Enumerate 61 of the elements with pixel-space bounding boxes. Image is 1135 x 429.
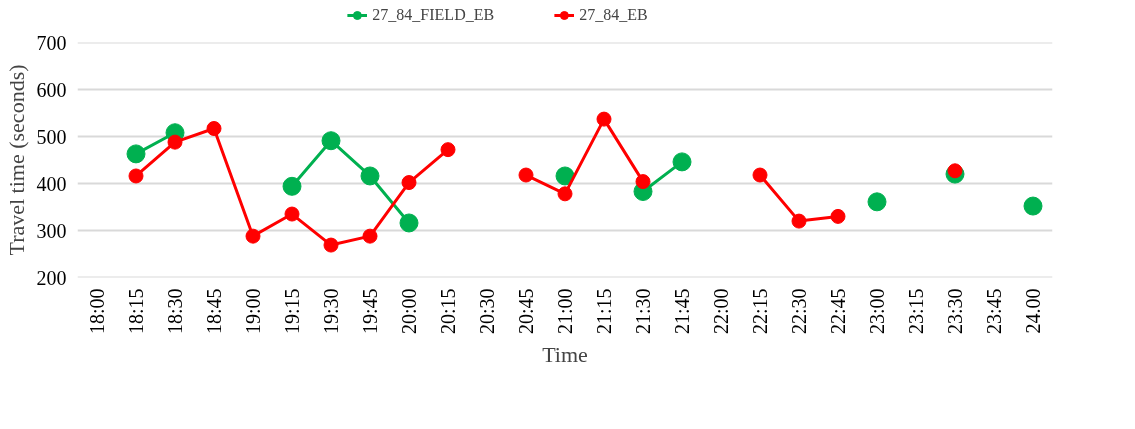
y-tick-label: 600 (36, 78, 67, 101)
x-tick-label: 18:00 (86, 288, 108, 335)
point (321, 131, 341, 151)
point (399, 213, 419, 233)
point (518, 167, 534, 183)
x-tick-label: 22:15 (749, 288, 771, 335)
x-tick-label: 23:30 (944, 288, 966, 335)
point (323, 237, 339, 253)
x-tick-label: 18:15 (125, 288, 147, 335)
x-tick-label: 22:30 (788, 288, 810, 335)
x-tick-label: 21:30 (632, 288, 654, 335)
x-tick-label: 20:30 (476, 288, 498, 335)
x-tick-label: 20:15 (437, 288, 459, 335)
point (128, 168, 144, 184)
x-axis-title: Time (542, 342, 588, 368)
x-tick-label: 19:45 (359, 288, 381, 335)
point (362, 228, 378, 244)
x-tick-label: 18:30 (164, 288, 186, 335)
y-tick-label: 500 (36, 125, 67, 148)
y-tick-label: 400 (36, 172, 67, 195)
x-tick-label: 23:00 (866, 288, 888, 335)
x-tick-label: 23:15 (905, 288, 927, 335)
point (167, 134, 183, 150)
point (126, 144, 146, 164)
x-tick-label: 21:00 (554, 288, 576, 335)
x-tick-label: 21:45 (671, 288, 693, 335)
point (867, 192, 887, 212)
x-tick-label: 24.00 (1022, 288, 1044, 334)
point (1023, 196, 1043, 216)
point (245, 228, 261, 244)
point (672, 152, 692, 172)
point (206, 121, 222, 136)
x-tick-label: 19:00 (242, 288, 264, 335)
x-tick-label: 19:30 (320, 288, 342, 335)
x-tick-label: 22:00 (710, 288, 732, 335)
y-axis-title: Travel time (seconds) (3, 64, 29, 256)
point (791, 213, 807, 229)
point (596, 111, 612, 127)
x-tick-label: 22:45 (827, 288, 849, 335)
point (557, 186, 573, 202)
legend-label: 27_84_FIELD_EB (372, 6, 495, 24)
x-tick-label: 19:15 (281, 288, 303, 335)
x-tick-label: 20:00 (398, 288, 420, 335)
point (555, 166, 575, 186)
point (830, 208, 846, 224)
point (635, 174, 651, 190)
y-tick-label: 300 (36, 219, 67, 242)
x-tick-label: 21:15 (593, 288, 615, 335)
x-tick-label: 23:45 (983, 288, 1005, 335)
y-tick-label: 700 (36, 31, 67, 54)
x-tick-label: 20:45 (515, 288, 537, 335)
x-tick-label: 18:45 (203, 288, 225, 335)
point (401, 175, 417, 191)
y-tick-label: 200 (36, 266, 67, 289)
point (360, 166, 380, 186)
legend-label: 27_84_EB (579, 6, 648, 24)
point (282, 176, 302, 196)
point (947, 163, 963, 179)
point (440, 142, 456, 158)
point (284, 206, 300, 222)
point (752, 167, 768, 183)
